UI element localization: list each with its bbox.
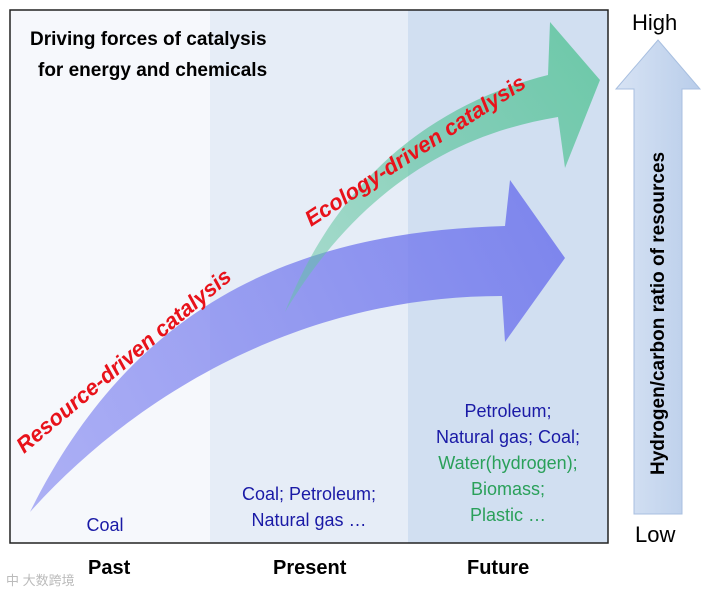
era-label-future: Future xyxy=(467,557,530,579)
past-background xyxy=(10,10,210,543)
title-line-2: for energy and chemicals xyxy=(38,60,268,81)
era-label-present: Present xyxy=(273,557,347,579)
present-resources: Coal; Petroleum; Natural gas … xyxy=(212,481,406,533)
past-resource-line: Coal xyxy=(86,515,124,535)
present-resource-line: Coal; Petroleum; xyxy=(241,484,377,504)
scale-high-label: High xyxy=(632,10,678,35)
watermark: 中 大数跨境 xyxy=(6,573,75,588)
future-resource-line: Natural gas; Coal; xyxy=(435,427,581,447)
future-resource-line: Plastic … xyxy=(469,505,547,525)
future-resource-line: Water(hydrogen); xyxy=(438,453,578,473)
hc-ratio-arrow xyxy=(614,39,702,515)
future-resource-line: Biomass; xyxy=(470,479,546,499)
hc-ratio-label: Hydrogen/carbon ratio of resources xyxy=(648,152,669,475)
past-resources: Coal xyxy=(60,512,150,538)
scale-low-label: Low xyxy=(635,522,676,547)
resource-driven-arrow xyxy=(30,180,565,512)
panel-border xyxy=(9,9,609,544)
diagram-title: Driving forces of catalysis for energy a… xyxy=(30,24,267,86)
present-resource-line: Natural gas … xyxy=(251,510,367,530)
title-line-1: Driving forces of catalysis xyxy=(30,29,267,50)
ecology-driven-arrow xyxy=(285,22,600,312)
future-resources: Petroleum; Natural gas; Coal; Water(hydr… xyxy=(408,398,608,528)
future-resource-line: Petroleum; xyxy=(464,401,552,421)
era-label-past: Past xyxy=(88,557,131,579)
